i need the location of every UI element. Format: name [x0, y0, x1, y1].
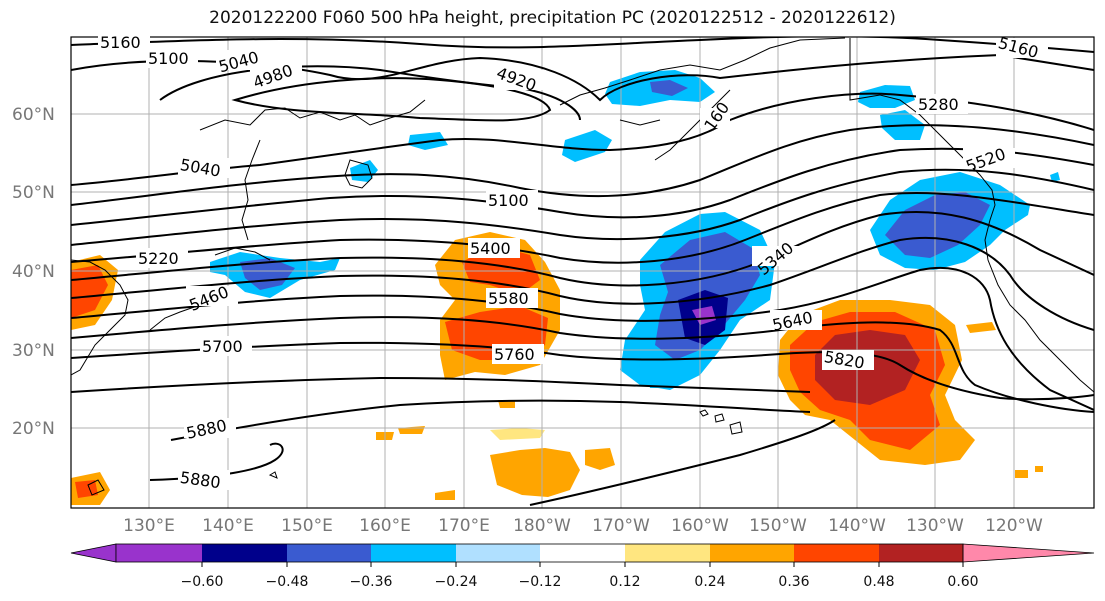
lon-label: 120°W — [985, 516, 1043, 536]
contour-label-bg — [494, 70, 546, 90]
contour-label-bg — [486, 190, 538, 210]
lon-label: 140°W — [828, 516, 886, 536]
latitude-labels: 60°N 50°N 40°N 30°N 20°N — [12, 105, 55, 439]
lat-label: 60°N — [12, 105, 55, 125]
colorbar-segment — [456, 544, 540, 562]
colorbar-tick-label: 0.24 — [694, 574, 725, 590]
figure-title: 2020122200 F060 500 hPa height, precipit… — [209, 8, 896, 28]
contour-label: 5400 — [470, 239, 511, 258]
contour-label-bg — [700, 108, 730, 128]
contour-label-bg — [186, 286, 238, 306]
contour-label: 5700 — [202, 337, 243, 356]
map-content — [71, 37, 1094, 508]
lon-label: 130°W — [906, 516, 964, 536]
colorbar-tick-label: −0.48 — [266, 574, 309, 590]
contour-label-bg — [98, 32, 150, 52]
lon-label: 160°E — [359, 516, 411, 536]
colorbar-tick-label: −0.36 — [350, 574, 393, 590]
lon-label: 130°E — [123, 516, 175, 536]
contour-label-bg — [752, 246, 804, 266]
colorbar-extend-max — [962, 543, 1095, 563]
colorbar-segment — [202, 544, 287, 562]
colorbar-segment — [287, 544, 371, 562]
colorbar-segment — [794, 544, 879, 562]
lon-label: 160°W — [671, 516, 729, 536]
longitude-labels: 130°E 140°E 150°E 160°E 170°E 180°W 170°… — [123, 516, 1043, 536]
colorbar-tick-label: 0.48 — [863, 574, 894, 590]
contour-label: 5100 — [148, 49, 189, 68]
lat-label: 50°N — [12, 183, 55, 203]
contour-label-bg — [200, 336, 252, 356]
colorbar-segment — [371, 544, 456, 562]
lat-label: 40°N — [12, 262, 55, 282]
contour-label-bg — [963, 148, 1015, 168]
colorbar-tick-label: −0.24 — [435, 574, 478, 590]
contour-label: 5580 — [488, 289, 529, 308]
contour-label-bg — [822, 350, 874, 370]
colorbar-ticks — [201, 562, 964, 567]
contour-label: 5160 — [100, 33, 141, 52]
colorbar-tick-label: 0.36 — [778, 574, 809, 590]
colorbar: −0.60 −0.48 −0.36 −0.24 −0.12 0.12 0.24 … — [70, 543, 1095, 590]
contour-label-bg — [250, 64, 302, 84]
colorbar-tick-label: 0.12 — [609, 574, 640, 590]
contour-label-bg — [136, 248, 188, 268]
lon-label: 150°W — [749, 516, 807, 536]
colorbar-segment — [879, 544, 963, 562]
contour-label-bg — [468, 238, 520, 258]
lon-label: 170°E — [438, 516, 490, 536]
height-contours — [71, 37, 1094, 506]
lat-label: 20°N — [12, 419, 55, 439]
colorbar-segment — [540, 544, 625, 562]
lon-label: 170°W — [592, 516, 650, 536]
contour-label: 5280 — [918, 95, 959, 114]
contour-label-bg — [770, 310, 822, 330]
colorbar-tick-label: −0.60 — [181, 574, 224, 590]
contour-label-bg — [486, 288, 538, 308]
lon-label: 150°E — [281, 516, 333, 536]
contour-label: 5220 — [138, 249, 179, 268]
map-frame-border — [70, 36, 1095, 509]
contour-label-bg — [492, 344, 544, 364]
colorbar-segment — [710, 544, 794, 562]
contour-label-bg — [146, 48, 198, 68]
colorbar-tick-label: 0.60 — [947, 574, 978, 590]
lat-label: 30°N — [12, 341, 55, 361]
lon-label: 140°E — [202, 516, 254, 536]
colorbar-segment — [625, 544, 710, 562]
colorbar-tick-label: −0.12 — [519, 574, 562, 590]
colorbar-segment — [116, 544, 202, 562]
contour-label-bg — [178, 158, 230, 178]
contour-label-bg — [184, 418, 236, 438]
contour-label: 5760 — [494, 345, 535, 364]
colorbar-extend-min — [70, 543, 117, 563]
contour-label-bg — [996, 38, 1048, 58]
lon-label: 180°W — [513, 516, 571, 536]
contour-label-bg — [916, 94, 968, 114]
contour-label-bg — [178, 470, 230, 490]
contour-label: 5100 — [488, 191, 529, 210]
